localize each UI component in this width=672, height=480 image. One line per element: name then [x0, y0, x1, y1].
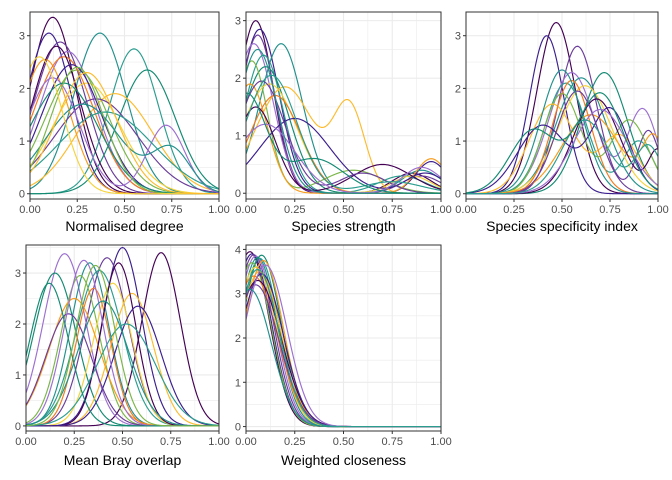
x-tick-label: 0.75	[599, 204, 620, 216]
density-line	[30, 72, 219, 195]
density-line	[246, 123, 441, 194]
panel-species-strength: 0.00 0.25 0.50 0.75 1.00 0 1 2 3 Species strength	[235, 11, 452, 234]
density-line	[246, 92, 441, 194]
x-tick-label: 0.75	[161, 204, 182, 216]
density-line	[246, 80, 441, 194]
panel-weighted-closeness: 0.00 0.25 0.50 0.75 1.00 0 1 2 3 4 Weighted closen…	[235, 244, 452, 468]
x-tick-label: 0.00	[235, 204, 256, 216]
y-tick-label: 0	[235, 422, 241, 434]
panel-normalised-degree: 0.00 0.25 0.50 0.75 1.00 0 1 2 3 Normalised degre…	[19, 11, 230, 234]
y-tick-label: 0	[235, 188, 241, 200]
y-tick-label: 0	[19, 189, 25, 201]
density-line	[30, 111, 219, 190]
x-axis-title: Species strength	[291, 218, 395, 234]
x-tick-label: 0.75	[160, 436, 181, 448]
density-line	[26, 264, 219, 427]
y-tick-label: 2	[455, 83, 461, 95]
x-tick-label: 1.00	[430, 204, 451, 216]
y-tick-label: 3	[235, 289, 241, 301]
y-tick-label: 2	[235, 73, 241, 85]
plot-area: 0.00 0.25 0.50 0.75 1.00 0 1 2 3	[19, 11, 230, 216]
density-line	[30, 69, 219, 195]
x-tick-label: 0.75	[382, 436, 403, 448]
x-tick-label: 0.50	[114, 204, 135, 216]
density-line	[246, 268, 441, 428]
density-curves	[466, 21, 658, 195]
plot-area: 0.00 0.25 0.50 0.75 1.00 0 1 2 3	[15, 244, 230, 448]
x-axis-title: Normalised degree	[65, 218, 183, 234]
density-line	[466, 106, 658, 194]
x-tick-label: 1.00	[647, 204, 668, 216]
panel-mean-bray-overlap: 0.00 0.25 0.50 0.75 1.00 0 1 2 3 Mean Bray overla…	[15, 244, 230, 468]
x-tick-label: 0.50	[112, 436, 133, 448]
x-tick-label: 0.25	[284, 204, 305, 216]
density-line	[30, 103, 219, 193]
x-tick-label: 0.75	[382, 204, 403, 216]
plot-area: 0.00 0.25 0.50 0.75 1.00 0 1 2 3 4	[235, 244, 452, 448]
x-axis-title: Mean Bray overlap	[64, 452, 182, 468]
x-tick-label: 0.00	[455, 204, 476, 216]
density-line	[30, 48, 219, 195]
x-tick-label: 1.00	[208, 436, 229, 448]
y-tick-label: 1	[235, 131, 241, 143]
y-tick-label: 1	[15, 370, 21, 382]
density-curves	[246, 20, 441, 194]
x-tick-label: 0.50	[551, 204, 572, 216]
density-curves	[246, 251, 441, 428]
plot-area: 0.00 0.25 0.50 0.75 1.00 0 1 2 3	[235, 11, 452, 216]
density-line	[466, 119, 658, 195]
x-tick-label: 0.50	[333, 436, 354, 448]
x-axis-title: Species specificity index	[486, 218, 638, 234]
plot-area: 0.00 0.25 0.50 0.75 1.00 0 1 2 3	[455, 11, 669, 216]
x-tick-label: 0.25	[64, 436, 85, 448]
y-tick-label: 0	[15, 421, 21, 433]
x-tick-label: 0.50	[333, 204, 354, 216]
density-line	[466, 69, 658, 195]
y-tick-label: 0	[455, 189, 461, 201]
x-tick-label: 0.00	[19, 204, 40, 216]
density-line	[246, 74, 441, 191]
y-tick-label: 3	[455, 31, 461, 43]
density-line	[246, 60, 441, 194]
density-curves	[26, 246, 219, 427]
y-tick-label: 1	[19, 136, 25, 148]
y-tick-label: 2	[15, 319, 21, 331]
y-tick-label: 1	[455, 136, 461, 148]
x-tick-label: 0.25	[503, 204, 524, 216]
density-line	[30, 93, 219, 193]
x-tick-label: 1.00	[208, 204, 229, 216]
y-tick-label: 2	[235, 333, 241, 345]
y-tick-label: 4	[235, 244, 241, 256]
panel-species-specificity-index: 0.00 0.25 0.50 0.75 1.00 0 1 2 3 Species specific…	[455, 11, 669, 234]
x-axis-title: Weighted closeness	[281, 452, 406, 468]
density-line	[26, 305, 219, 427]
x-tick-label: 0.25	[284, 436, 305, 448]
y-tick-label: 3	[19, 31, 25, 43]
density-line	[30, 77, 219, 193]
x-tick-label: 0.00	[235, 436, 256, 448]
density-line	[466, 92, 658, 194]
x-tick-label: 1.00	[430, 436, 451, 448]
y-tick-label: 2	[19, 83, 25, 95]
density-line	[246, 106, 441, 191]
x-tick-label: 0.00	[15, 436, 36, 448]
y-tick-label: 1	[235, 377, 241, 389]
density-line	[246, 117, 441, 189]
y-tick-label: 3	[15, 268, 21, 280]
y-tick-label: 3	[235, 16, 241, 28]
x-tick-label: 0.25	[67, 204, 88, 216]
density-line	[26, 323, 219, 427]
density-curves	[30, 16, 219, 195]
